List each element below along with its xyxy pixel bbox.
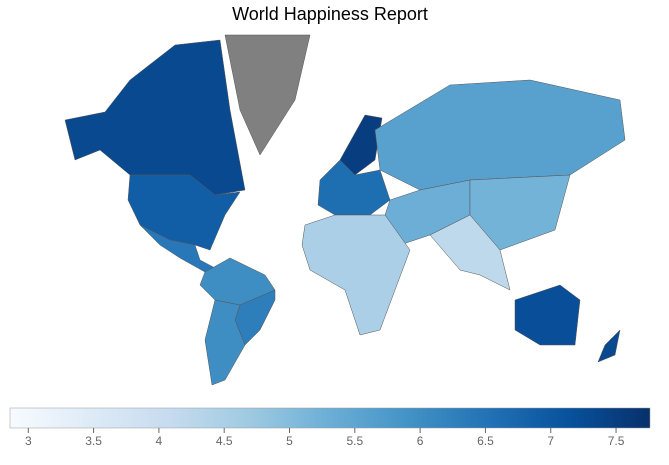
region [597,329,621,363]
region [127,174,241,251]
colorbar [9,407,651,429]
region [204,299,246,386]
colorbar-tick-label: 5 [286,434,293,448]
colorbar-tick-label: 3 [25,434,32,448]
colorbar-tick-label: 6 [417,434,424,448]
region [374,79,626,191]
region [64,39,246,196]
colorbar-tick-label: 4.5 [216,434,233,448]
region [224,34,311,156]
colorbar-tick-label: 4 [156,434,163,448]
chart-title: World Happiness Report [232,4,428,24]
colorbar-tick-label: 6.5 [477,434,494,448]
colorbar-tick-label: 3.5 [85,434,102,448]
colorbar-tick-label: 7.5 [608,434,625,448]
colorbar-tick-label: 5.5 [346,434,363,448]
region [301,214,411,336]
region [429,214,511,291]
map [64,34,626,386]
colorbar-tick-label: 7 [547,434,554,448]
region [469,174,571,251]
region [514,284,581,346]
